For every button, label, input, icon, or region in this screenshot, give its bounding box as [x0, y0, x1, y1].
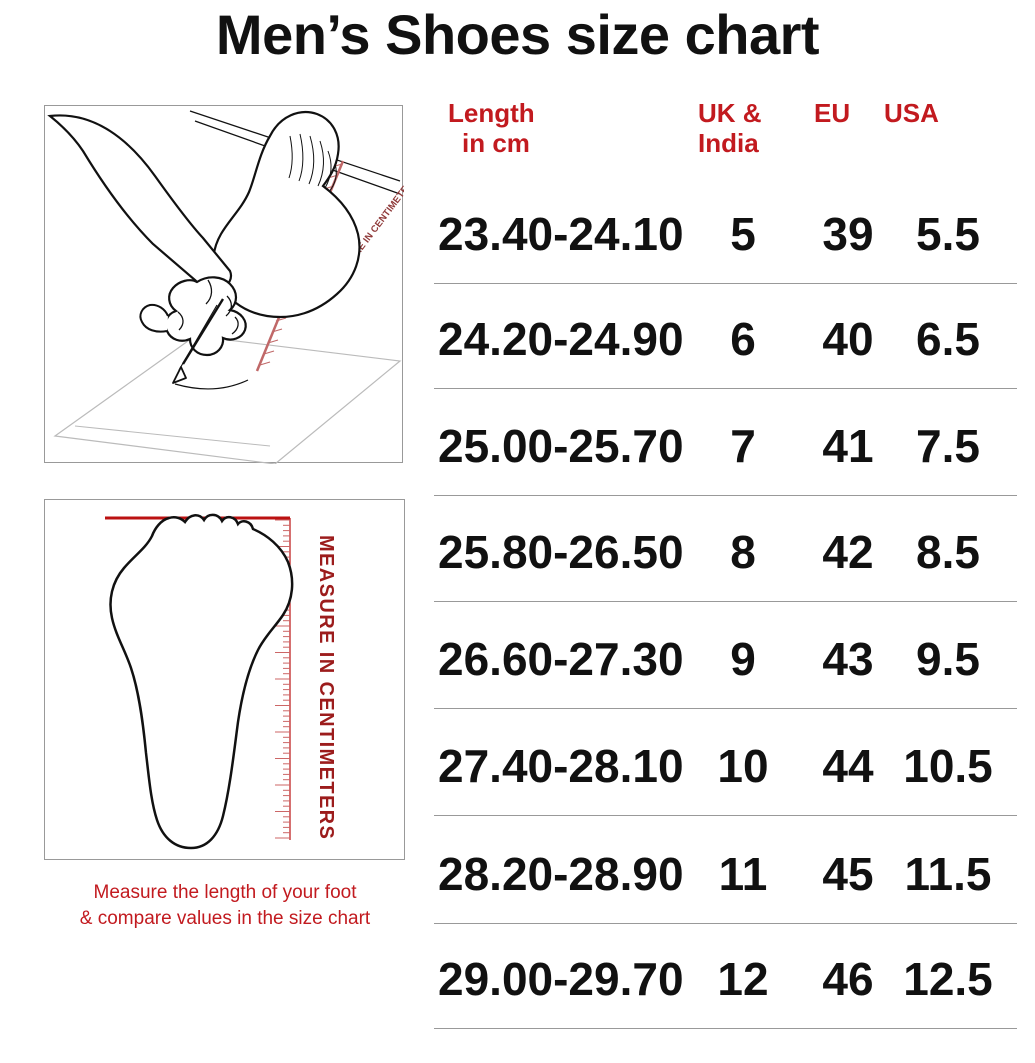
svg-text:MEASURE IN CENTIMETERS: MEASURE IN CENTIMETERS: [315, 535, 337, 840]
